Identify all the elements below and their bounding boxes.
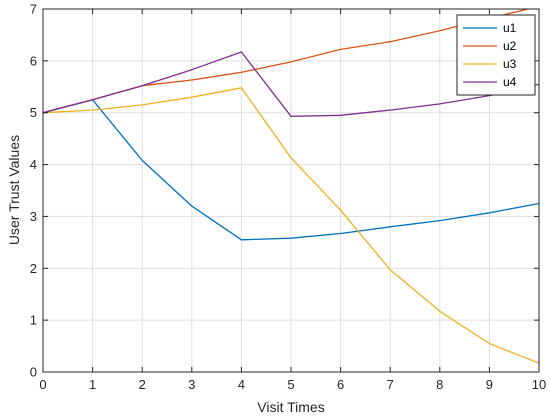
- x-tick-label: 5: [287, 377, 294, 392]
- x-tick-label: 0: [39, 377, 46, 392]
- series-line-u1: [43, 99, 539, 241]
- y-tick-label: 6: [30, 53, 37, 68]
- y-tick-label: 0: [30, 365, 37, 380]
- series-line-u4: [43, 51, 539, 117]
- y-tick-label: 1: [30, 313, 37, 328]
- legend: u1 u2 u3 u4: [456, 14, 536, 96]
- axis-ticks: 0 1 2 3 4 5 6 7 8 9 10 0 1 2 3 4 5 6 7: [30, 2, 546, 393]
- y-axis-label: User Trust Values: [6, 135, 22, 245]
- legend-label-u4: u4: [503, 75, 517, 89]
- x-tick-label: 9: [486, 377, 493, 392]
- x-tick-label: 8: [436, 377, 443, 392]
- y-tick-label: 7: [30, 2, 37, 17]
- legend-label-u2: u2: [503, 39, 517, 53]
- legend-box: [456, 14, 536, 96]
- series-line-u3: [43, 87, 539, 364]
- x-tick-label: 7: [387, 377, 394, 392]
- y-tick-label: 5: [30, 105, 37, 120]
- y-tick-label: 3: [30, 209, 37, 224]
- x-axis-label: Visit Times: [257, 399, 324, 415]
- x-tick-label: 4: [238, 377, 245, 392]
- x-tick-label: 10: [532, 377, 546, 392]
- y-tick-label: 2: [30, 261, 37, 276]
- y-tick-label: 4: [30, 157, 37, 172]
- legend-label-u1: u1: [503, 21, 517, 35]
- series-lines: [43, 9, 539, 364]
- x-tick-label: 3: [188, 377, 195, 392]
- x-tick-label: 2: [139, 377, 146, 392]
- x-tick-label: 1: [89, 377, 96, 392]
- x-tick-label: 6: [337, 377, 344, 392]
- legend-label-u3: u3: [503, 57, 517, 71]
